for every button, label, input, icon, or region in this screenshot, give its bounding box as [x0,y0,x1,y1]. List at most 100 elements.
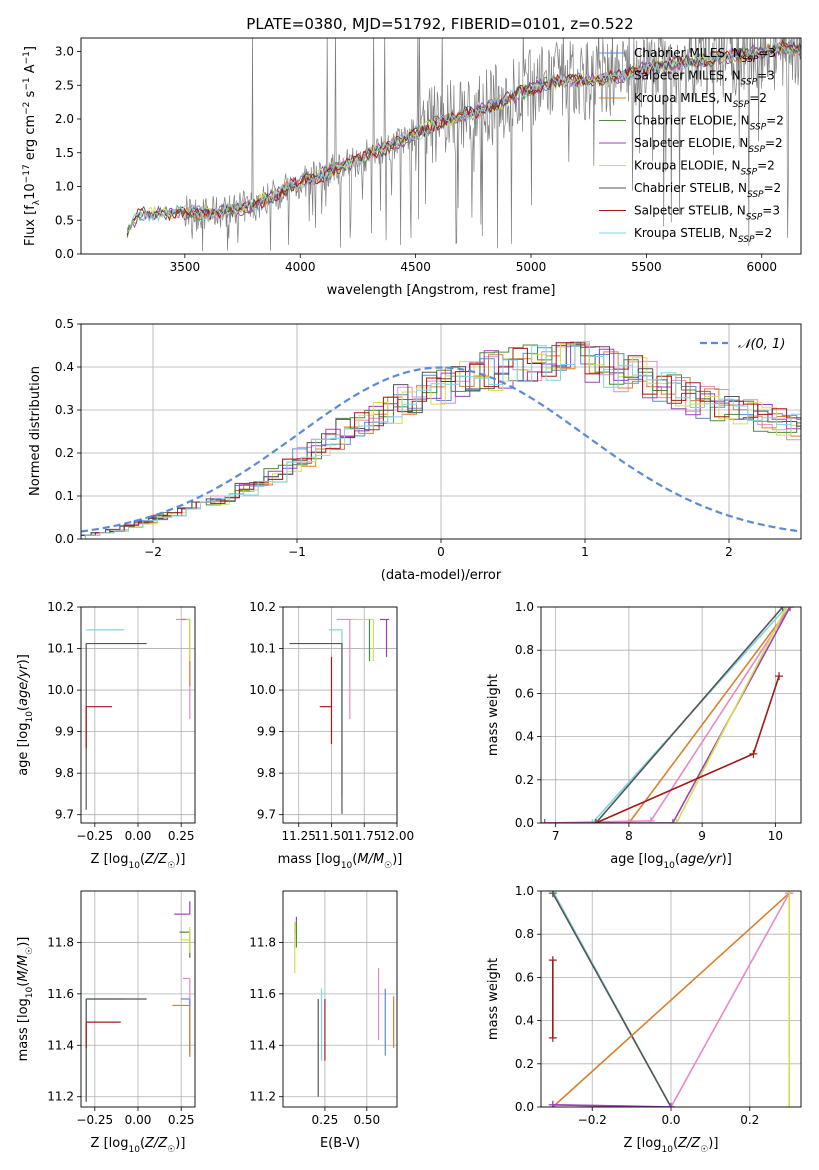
residual-y-tick-label: 0.4 [55,360,74,374]
residual-y-label: Normed distribution [28,366,43,496]
mass-z-grid [81,891,195,1107]
massweight-age-y-tick-label: 0.4 [515,730,534,744]
massweight-age-series-line-1 [595,607,784,823]
spectrum-legend-entry: Chabrier STELIB, NSSP=2 [634,181,781,200]
residual-legend: 𝒩(0, 1) [700,337,785,352]
spectrum-y-tick-label: 0.0 [55,247,74,261]
massweight-age-x-tick-label: 10 [768,829,783,843]
massweight-age-marker [668,819,677,823]
massweight-age-x-tick-label: 9 [698,829,706,843]
massweight-age-marker [786,607,795,611]
massweight-age-marker [541,819,549,823]
spectrum-x-ticks: 3500 4000 4500 5000 5500 6000 [170,254,777,274]
residual-histogram-7 [81,341,801,539]
spectrum-model-line-8 [126,42,801,234]
age-z-point-1 [85,642,147,810]
residual-y-tick-label: 0.1 [55,489,74,503]
residual-histogram-8 [84,341,801,539]
age-mass-grid [283,606,398,823]
mass-ebv-grid [283,891,397,1107]
mass-z-point-0 [85,998,125,1102]
mass-z-point-2 [85,1021,121,1048]
mass-z-x-label: Z [log10(Z/Z☉)] [91,1136,186,1155]
residual-y-tick-label: 0.3 [55,403,74,417]
residual-y-tick-label: 0.0 [55,532,74,546]
age-z-y-label: age [log10(age/yr)] [16,654,35,776]
spectrum-y-tick-label: 2.0 [55,112,74,126]
age-mass-point-2 [319,656,333,745]
residual-x-label: (data-model)/error [381,568,502,583]
residual-legend-entry: 𝒩(0, 1) [738,337,785,352]
spectrum-x-label: wavelength [Angstrom, rest frame] [327,283,556,298]
age-mass-frame [282,606,398,824]
massweight-z-y-ticks: 0.0 0.2 0.4 0.6 0.8 1.0 [515,884,541,1114]
mass-z-y-tick-label: 11.8 [47,935,74,949]
massweight-age-y-ticks: 0.0 0.2 0.4 0.6 0.8 1.0 [515,600,541,830]
spectrum-y-ticks: 0.0 0.5 1.0 1.5 2.0 2.5 3.0 [55,45,81,261]
spectrum-x-tick-label: 5500 [631,260,662,274]
spectrum-x-tick-label: 4500 [400,260,431,274]
residual-y-tick-label: 0.2 [55,446,74,460]
mass-z-y-ticks: 11.2 11.4 11.6 11.8 [47,935,81,1104]
massweight-z-marker [667,1103,675,1107]
mass-ebv-y-ticks: 11.2 11.4 11.6 11.8 [249,935,283,1104]
spectrum-title: PLATE=0380, MJD=51792, FIBERID=0101, z=0… [246,15,633,33]
age-z-y-tick-label: 10.2 [47,600,74,614]
mass-ebv-x-tick-label: 0.50 [353,1113,380,1127]
mass-z-point-5 [181,927,191,953]
age-mass-y-ticks: 9.7 9.8 9.9 10.0 10.1 10.2 [249,600,283,822]
age-mass-y-tick-label: 10.1 [249,642,276,656]
massweight-age-marker [588,819,597,823]
residual-plot-area [81,341,801,539]
massweight-age-series-line-2 [628,607,791,823]
mass-z-point-1 [85,998,147,1102]
age-mass-y-tick-label: 10.2 [249,600,276,614]
spectrum-x-tick-label: 5000 [516,260,547,274]
age-mass-plot-area [289,618,390,814]
age-mass-y-tick-label: 9.7 [257,808,276,822]
massweight-z-x-tick-label: 0.0 [661,1113,680,1127]
spectrum-legend-entry: Kroupa ELODIE, NSSP=2 [634,159,775,178]
age-z-y-tick-label: 10.1 [47,642,74,656]
residual-histogram-3 [81,343,801,536]
massweight-z-marker [548,1100,557,1107]
massweight-z-y-tick-label: 0.8 [515,927,534,941]
spectrum-border [80,37,802,255]
residual-x-ticks: −2 −1 0 1 2 [144,539,733,559]
massweight-z-grid [541,890,801,1108]
spectrum-x-tick-label: 4000 [285,260,316,274]
massweight-age-y-tick-label: 0.2 [515,773,534,787]
age-z-x-tick-label: 0.25 [168,829,195,843]
residual-y-ticks: 0.0 0.1 0.2 0.3 0.4 0.5 [55,317,81,546]
massweight-z-y-label: mass weight [486,958,501,1040]
mass-z-plot-area [85,901,191,1102]
age-mass-point-1 [289,642,343,814]
age-z-plot-area [85,618,191,810]
spectrum-x-tick-label: 6000 [746,260,777,274]
age-z-x-tick-label: −0.25 [76,829,113,843]
massweight-age-x-tick-label: 8 [625,829,633,843]
age-mass-x-tick-label: 11.25 [282,829,316,843]
spectrum-legend-entry: Salpeter MILES, NSSP=3 [634,69,775,88]
mass-ebv-x-label: E(B-V) [320,1136,360,1151]
mass-ebv-y-tick-label: 11.2 [249,1090,276,1104]
mass-ebv-y-tick-label: 11.6 [249,987,276,1001]
spectrum-legend-entry: Chabrier MILES, NSSP=3 [634,46,776,65]
residual-y-tick-label: 0.5 [55,317,74,331]
spectrum-y-tick-label: 1.0 [55,180,74,194]
massweight-z-marker [785,1103,794,1107]
massweight-age-marker [672,819,681,823]
spectrum-y-tick-label: 3.0 [55,45,74,59]
massweight-age-marker [646,816,655,823]
age-z-point-2 [85,706,113,749]
massweight-z-marker [548,956,557,965]
age-z-y-ticks: 9.7 9.8 9.9 10.0 10.1 10.2 [47,600,81,822]
residual-x-tick-label: 0 [437,545,445,559]
age-mass-x-label: mass [log10(M/M☉)] [278,852,403,871]
residual-grid [81,323,801,540]
age-mass-y-tick-label: 9.9 [257,725,276,739]
massweight-age-y-label: mass weight [486,674,501,756]
massweight-z-y-tick-label: 0.2 [515,1057,534,1071]
massweight-z-marker [548,891,557,898]
